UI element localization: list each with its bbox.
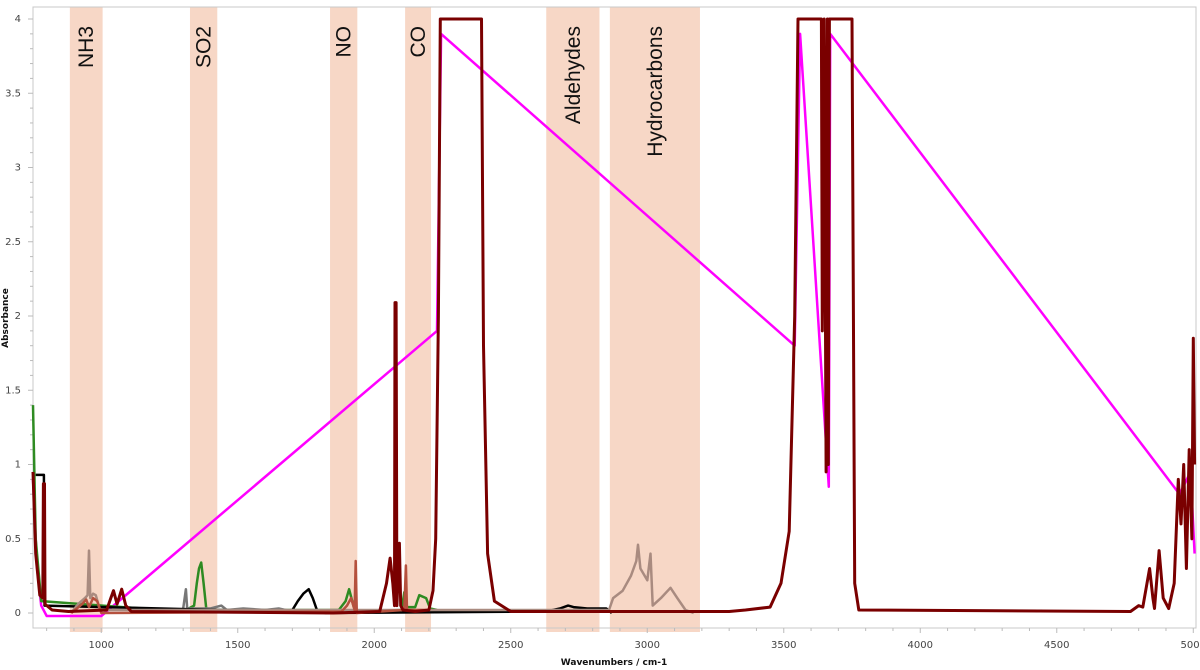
y-tick-label: 0.5 [5, 534, 21, 545]
x-tick-label: 3000 [635, 640, 660, 651]
y-axis-title: Absorbance [1, 288, 11, 348]
band-label: NO [333, 26, 356, 58]
spectrum-series-5 [70, 559, 429, 615]
spectrum-series-6 [31, 17, 1197, 615]
spectrum-series-0 [31, 32, 1196, 618]
band-no [330, 7, 358, 632]
band-co [405, 7, 432, 632]
gas-bands [69, 7, 700, 632]
y-tick-label: 3 [15, 163, 21, 174]
band-nh3 [69, 7, 103, 632]
y-tick-label: 3.5 [5, 88, 21, 99]
band-labels: NH3 SO2 NO CO Aldehydes Hydrocarbons [75, 26, 667, 157]
y-tick-label: 1 [15, 460, 21, 471]
y-tick-label: 2.5 [5, 237, 21, 248]
spectrum-series-4 [70, 543, 695, 615]
x-tick-label: 2500 [498, 640, 523, 651]
band-hydrocarbons [609, 7, 700, 632]
x-tick-label: 1500 [225, 640, 250, 651]
x-tick-label: 3500 [771, 640, 796, 651]
y-tick-label: 4 [15, 14, 21, 25]
y-tick-label: 1.5 [5, 385, 21, 396]
x-tick-label: 4000 [908, 640, 933, 651]
x-tick-label: 2000 [362, 640, 387, 651]
band-label: CO [407, 26, 430, 58]
x-tick-label: 4500 [1044, 640, 1069, 651]
y-tick-label: 0 [15, 608, 21, 619]
y-tick-label: 2 [15, 311, 21, 322]
band-aldehydes [546, 7, 600, 632]
band-label: Aldehydes [562, 26, 585, 124]
series-group [31, 17, 1197, 618]
plot-frame [32, 6, 1197, 629]
x-axis-title: Wavenumbers / cm-1 [561, 658, 667, 668]
band-label: NH3 [75, 26, 98, 68]
band-label: SO2 [193, 26, 216, 68]
band-label: Hydrocarbons [644, 26, 667, 157]
x-tick-label: 1000 [89, 640, 114, 651]
